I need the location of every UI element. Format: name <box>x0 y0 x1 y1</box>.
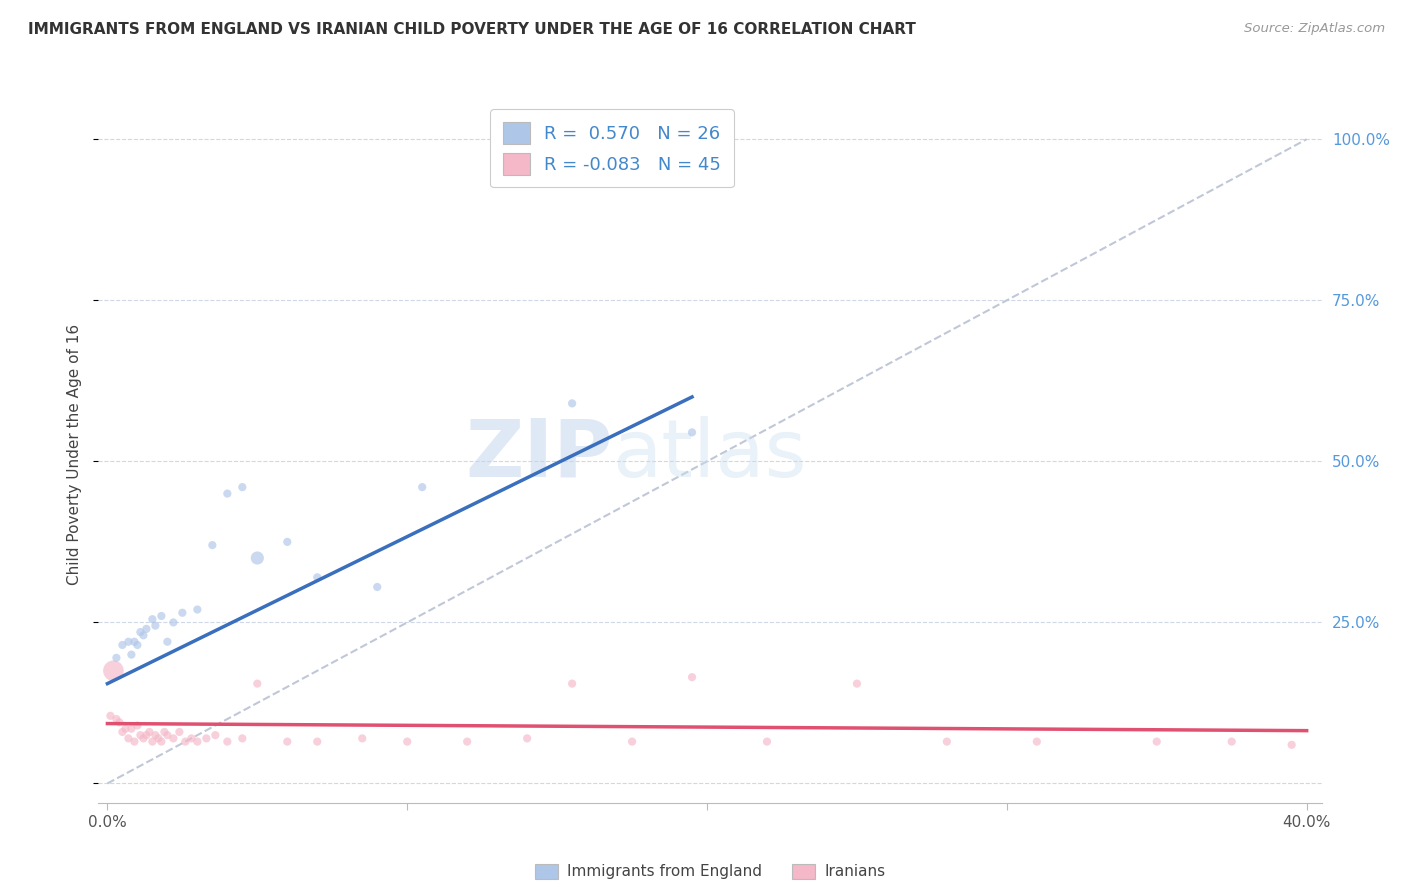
Point <box>162 615 184 630</box>
Point <box>162 731 184 746</box>
Point <box>150 734 173 748</box>
Point <box>120 648 142 662</box>
Point <box>195 731 218 746</box>
Point <box>138 725 160 739</box>
Point <box>1220 734 1243 748</box>
Point <box>103 664 125 678</box>
Point <box>129 728 152 742</box>
Point <box>135 622 157 636</box>
Point <box>156 634 179 648</box>
Point <box>756 734 779 748</box>
Point <box>111 725 134 739</box>
Point <box>129 625 152 640</box>
Point <box>169 725 191 739</box>
Point <box>132 731 155 746</box>
Point <box>246 676 269 690</box>
Point <box>396 734 419 748</box>
Point <box>1281 738 1303 752</box>
Point <box>1146 734 1168 748</box>
Point <box>105 651 128 665</box>
Point <box>204 728 226 742</box>
Point <box>174 734 197 748</box>
Point <box>681 670 703 684</box>
Point <box>153 725 176 739</box>
Point <box>150 609 173 624</box>
Point <box>111 638 134 652</box>
Point <box>307 734 329 748</box>
Point <box>186 734 208 748</box>
Point <box>124 634 146 648</box>
Point <box>117 731 139 746</box>
Point <box>276 534 298 549</box>
Legend: Immigrants from England, Iranians: Immigrants from England, Iranians <box>529 857 891 886</box>
Point <box>935 734 957 748</box>
Point <box>127 718 149 732</box>
Point <box>156 728 179 742</box>
Text: IMMIGRANTS FROM ENGLAND VS IRANIAN CHILD POVERTY UNDER THE AGE OF 16 CORRELATION: IMMIGRANTS FROM ENGLAND VS IRANIAN CHILD… <box>28 22 915 37</box>
Point <box>681 425 703 440</box>
Point <box>217 734 239 748</box>
Point <box>201 538 224 552</box>
Point <box>148 731 170 746</box>
Point <box>120 722 142 736</box>
Point <box>352 731 374 746</box>
Point <box>561 676 583 690</box>
Point <box>621 734 644 748</box>
Point <box>231 731 253 746</box>
Point <box>307 570 329 584</box>
Point <box>132 628 155 642</box>
Point <box>145 728 167 742</box>
Text: ZIP: ZIP <box>465 416 612 494</box>
Point <box>246 551 269 566</box>
Point <box>117 634 139 648</box>
Point <box>141 612 163 626</box>
Point <box>124 734 146 748</box>
Point <box>231 480 253 494</box>
Point <box>141 734 163 748</box>
Point <box>217 486 239 500</box>
Point <box>135 728 157 742</box>
Point <box>105 712 128 726</box>
Point <box>1025 734 1047 748</box>
Y-axis label: Child Poverty Under the Age of 16: Child Poverty Under the Age of 16 <box>67 325 83 585</box>
Point <box>145 618 167 632</box>
Text: Source: ZipAtlas.com: Source: ZipAtlas.com <box>1244 22 1385 36</box>
Point <box>366 580 388 594</box>
Point <box>127 638 149 652</box>
Point <box>186 602 208 616</box>
Point <box>114 722 136 736</box>
Point <box>456 734 478 748</box>
Text: atlas: atlas <box>612 416 807 494</box>
Point <box>276 734 298 748</box>
Point <box>561 396 583 410</box>
Point <box>845 676 868 690</box>
Point <box>108 715 131 730</box>
Point <box>172 606 194 620</box>
Point <box>100 708 122 723</box>
Point <box>516 731 538 746</box>
Point <box>180 731 202 746</box>
Point <box>411 480 433 494</box>
